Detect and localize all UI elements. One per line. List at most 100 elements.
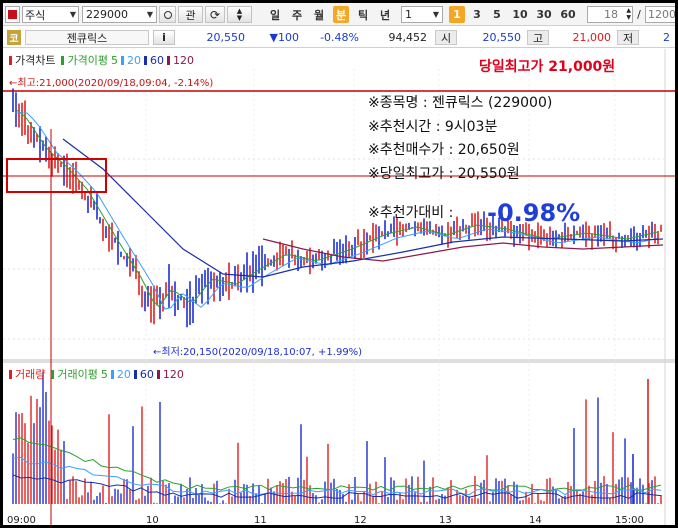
legend-volume-swatch <box>9 369 12 379</box>
low-label: 저 <box>617 30 639 45</box>
preset-button-30[interactable]: 30 <box>533 6 555 23</box>
legend-price-label[interactable]: 가격차트 <box>15 54 56 67</box>
x-label-10: 10 <box>146 515 159 525</box>
interval-select-value: 1 <box>405 8 412 21</box>
x-label-0900: 09:00 <box>7 515 36 525</box>
current-price-text: 20,550 <box>206 31 246 44</box>
period-tab-label: 분 <box>335 8 347 22</box>
ma120-line <box>262 238 664 262</box>
ratio-label: ※추천가대비 : <box>368 205 453 221</box>
expand-button[interactable] <box>5 6 20 23</box>
legend-vma60: 60 <box>139 367 154 381</box>
preset-button-60[interactable]: 60 <box>557 6 579 23</box>
preset-label: 5 <box>493 8 501 21</box>
vma60-line <box>12 474 662 500</box>
grid-icon <box>8 10 17 19</box>
legend-ma60-swatch <box>143 55 147 65</box>
change-rate-text: -0.48% <box>320 31 359 44</box>
chevron-down-icon: ▼ <box>146 10 153 19</box>
chart-toolbar: 주식 ▼ 229000 ▼ 관 ⟳ ▲ ▼ 일 주 월 분 틱 년 1 ▼ 1 … <box>3 3 675 26</box>
high-price-text: 21,000 <box>572 31 612 44</box>
preset-label: 60 <box>560 8 576 21</box>
open-label: 시 <box>435 30 457 45</box>
total-count-input[interactable]: 1200 <box>645 6 675 23</box>
preset-button-1[interactable]: 1 <box>449 6 465 23</box>
period-tab-day[interactable]: 일 <box>267 6 283 23</box>
period-tab-year[interactable]: 년 <box>377 6 393 23</box>
high-marker-label: ←최고:21,000(2020/09/18,09:04, -2.14%) <box>9 77 213 89</box>
chart-window: 주식 ▼ 229000 ▼ 관 ⟳ ▲ ▼ 일 주 월 분 틱 년 1 ▼ 1 … <box>3 3 675 525</box>
open-label-text: 시 <box>440 31 452 45</box>
ma60-line <box>62 138 664 278</box>
info-line-stock-name: ※종목명 : 젠큐릭스 (229000) <box>368 95 552 111</box>
spinner-icon: ▲ ▼ <box>626 7 631 21</box>
legend-ma20: 20 <box>126 53 141 67</box>
info-line-reco-time: ※추천시간 : 9시03분 <box>368 119 497 135</box>
legend-ma-swatch <box>61 55 65 65</box>
legend-ma120-swatch <box>166 55 170 65</box>
low-label-text: 저 <box>622 31 634 45</box>
chart-canvas: 09:00 10 11 12 13 14 15:00 ←최고:21,000(20… <box>3 49 675 525</box>
legend-ma60: 60 <box>149 53 164 67</box>
price-change-text: ▼100 <box>269 31 299 44</box>
market-select-value: 주식 <box>25 8 46 22</box>
arrow-down-icon: ▼ <box>236 13 243 22</box>
refresh-icon: ⟳ <box>209 7 221 22</box>
open-price-text: 20,550 <box>482 31 522 44</box>
preset-button-3[interactable]: 3 <box>469 6 485 23</box>
legend-volume-label[interactable]: 거래량 <box>15 368 46 381</box>
legend-ma120: 120 <box>172 53 194 67</box>
exchange-badge: 코 <box>7 30 21 45</box>
preset-label: 10 <box>512 8 528 21</box>
period-tab-month[interactable]: 월 <box>311 6 327 23</box>
open-price: 20,550 <box>459 30 522 45</box>
count-input[interactable]: 18 ▲ ▼ <box>587 6 633 23</box>
volume-legend: 거래량 거래이평 5 20 60 120 <box>9 366 184 382</box>
updown-spinner[interactable]: ▲ ▼ <box>227 6 252 23</box>
total-count-value: 1200 <box>648 8 675 21</box>
period-tab-label: 주 <box>291 8 303 22</box>
interval-select[interactable]: 1 ▼ <box>401 6 443 23</box>
chart-area[interactable]: 09:00 10 11 12 13 14 15:00 ←최고:21,000(20… <box>3 49 675 525</box>
period-tab-label: 월 <box>313 8 325 22</box>
stock-name: 젠큐릭스 <box>25 30 149 45</box>
day-high-banner: 당일최고가 21,000원 <box>479 58 615 75</box>
trade-volume: 94,452 <box>363 30 428 45</box>
x-label-1500: 15:00 <box>615 515 644 525</box>
chart-background <box>3 49 675 525</box>
price-grid <box>3 69 665 509</box>
interest-button-label: 관 <box>185 8 196 22</box>
low-price: 2 <box>641 30 673 45</box>
x-label-14: 14 <box>529 515 542 525</box>
price-legend: 가격차트 가격이평 5 20 60 120 <box>9 52 194 68</box>
period-tab-tick[interactable]: 틱 <box>355 6 371 23</box>
stock-code-input[interactable]: 229000 ▼ <box>82 6 157 23</box>
preset-button-10[interactable]: 10 <box>509 6 531 23</box>
legend-vma20-swatch <box>110 369 114 379</box>
legend-vma-title[interactable]: 거래이평 <box>57 368 98 381</box>
high-label: 고 <box>527 30 549 45</box>
price-change: ▼100 <box>249 30 299 45</box>
low-price-text: 2 <box>663 31 670 44</box>
legend-ma-title[interactable]: 가격이평 <box>67 54 108 67</box>
moving-average-lines <box>14 108 664 310</box>
preset-label: 30 <box>536 8 552 21</box>
change-rate: -0.48% <box>303 30 359 45</box>
preset-button-5[interactable]: 5 <box>489 6 505 23</box>
period-tab-label: 년 <box>379 8 391 22</box>
refresh-button[interactable]: ⟳ <box>205 6 225 23</box>
legend-vma60-swatch <box>133 369 137 379</box>
high-label-text: 고 <box>532 31 544 45</box>
preset-label: 1 <box>453 8 461 21</box>
legend-vma120: 120 <box>162 367 184 381</box>
market-select[interactable]: 주식 ▼ <box>22 6 79 23</box>
interest-button[interactable]: 관 <box>178 6 203 23</box>
period-tab-minute[interactable]: 분 <box>333 6 349 23</box>
period-tab-week[interactable]: 주 <box>289 6 305 23</box>
search-button[interactable] <box>159 6 176 23</box>
vma20-line <box>12 456 662 496</box>
stock-info-button[interactable]: i <box>153 30 175 45</box>
legend-vma-swatch <box>51 369 55 379</box>
exchange-badge-text: 코 <box>9 34 19 45</box>
x-label-12: 12 <box>354 515 367 525</box>
